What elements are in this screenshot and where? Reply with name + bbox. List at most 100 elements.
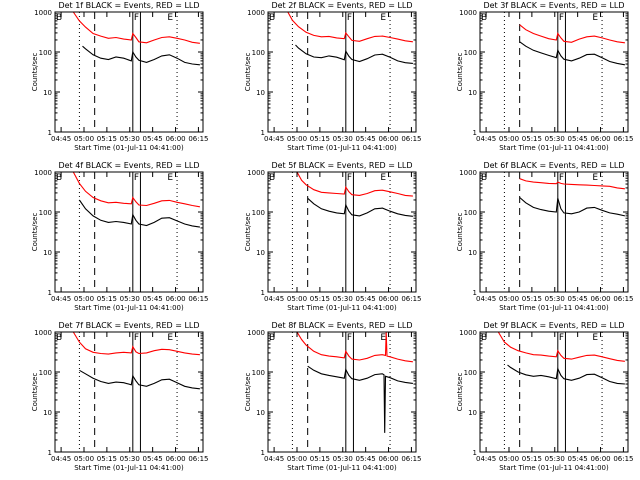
marker-label-b: B xyxy=(269,333,275,343)
x-tick-label: 06:15 xyxy=(188,135,208,143)
x-tick-label: 06:00 xyxy=(165,135,185,143)
x-tick-label: 04:45 xyxy=(476,135,496,143)
y-axis-label: Counts/sec xyxy=(244,373,252,412)
x-tick-label: 05:30 xyxy=(120,135,140,143)
x-tick-label: 05:30 xyxy=(545,135,565,143)
x-tick-label: 05:45 xyxy=(143,295,163,303)
x-tick-label: 05:00 xyxy=(287,455,307,463)
x-tick-label: 05:45 xyxy=(568,455,588,463)
panel-title: Det 4f BLACK = Events, RED = LLD xyxy=(58,161,199,170)
y-tick-label: 1 xyxy=(48,449,52,457)
x-tick-label: 05:00 xyxy=(74,135,94,143)
y-tick-label: 1000 xyxy=(247,329,265,337)
panel-title: Det 3f BLACK = Events, RED = LLD xyxy=(483,1,624,10)
marker-label-e: E xyxy=(380,333,386,343)
series-events-line xyxy=(295,44,413,64)
x-tick-label: 06:15 xyxy=(401,455,421,463)
x-tick-label: 05:15 xyxy=(310,295,330,303)
x-tick-label: 06:00 xyxy=(378,135,398,143)
marker-label-b: B xyxy=(269,13,275,23)
series-lld-line xyxy=(519,178,625,190)
panel-7: Det 7f BLACK = Events, RED = LLD 1 10 100 10… xyxy=(31,321,209,472)
y-tick-label: 100 xyxy=(39,209,52,217)
panel-2: Det 2f BLACK = Events, RED = LLD 1 10 100 10… xyxy=(244,1,422,152)
marker-label-f: F xyxy=(134,173,139,183)
panel-title: Det 2f BLACK = Events, RED = LLD xyxy=(271,1,412,10)
y-axis-label: Counts/sec xyxy=(456,373,464,412)
x-tick-label: 05:30 xyxy=(545,295,565,303)
marker-label-f: F xyxy=(134,13,139,23)
x-tick-label: 04:45 xyxy=(51,135,71,143)
x-axis-label: Start Time (01-Jul-11 04:41:00) xyxy=(74,304,184,312)
y-tick-label: 10 xyxy=(256,249,265,257)
x-tick-label: 05:45 xyxy=(356,295,376,303)
series-events-line xyxy=(82,45,200,66)
panel-6: Det 6f BLACK = Events, RED = LLD 1 10 100 10… xyxy=(456,161,634,312)
y-tick-label: 100 xyxy=(464,209,477,217)
x-tick-label: 06:15 xyxy=(188,295,208,303)
x-tick-label: 05:15 xyxy=(97,135,117,143)
series-events-line xyxy=(78,199,200,228)
x-tick-label: 05:30 xyxy=(333,295,353,303)
y-tick-label: 1 xyxy=(261,449,265,457)
x-tick-label: 05:30 xyxy=(333,455,353,463)
panel-title: Det 6f BLACK = Events, RED = LLD xyxy=(483,161,624,170)
y-tick-label: 1 xyxy=(48,289,52,297)
x-tick-label: 04:45 xyxy=(476,295,496,303)
marker-label-b: B xyxy=(481,173,487,183)
x-tick-label: 06:00 xyxy=(590,455,610,463)
x-axis-label: Start Time (01-Jul-11 04:41:00) xyxy=(499,144,609,152)
x-tick-label: 05:00 xyxy=(499,295,519,303)
x-tick-label: 05:15 xyxy=(522,295,542,303)
plot-frame xyxy=(479,331,629,453)
x-axis-label: Start Time (01-Jul-11 04:41:00) xyxy=(499,464,609,472)
x-tick-label: 06:00 xyxy=(378,455,398,463)
marker-label-f: F xyxy=(347,13,352,23)
x-axis-label: Start Time (01-Jul-11 04:41:00) xyxy=(287,304,397,312)
x-tick-label: 05:00 xyxy=(287,295,307,303)
x-tick-label: 04:45 xyxy=(264,455,284,463)
marker-label-e: E xyxy=(167,13,173,23)
series-events-line xyxy=(507,364,625,385)
y-tick-label: 100 xyxy=(464,369,477,377)
x-tick-label: 06:15 xyxy=(401,135,421,143)
marker-label-b: B xyxy=(269,173,275,183)
y-axis-label: Counts/sec xyxy=(31,213,39,252)
marker-label-e: E xyxy=(167,333,173,343)
series-lld-line xyxy=(296,171,413,197)
series-events-line xyxy=(519,197,626,217)
marker-label-b: B xyxy=(481,333,487,343)
marker-label-b: B xyxy=(56,173,62,183)
x-axis-label: Start Time (01-Jul-11 04:41:00) xyxy=(287,144,397,152)
y-tick-label: 1000 xyxy=(34,169,52,177)
panel-title: Det 1f BLACK = Events, RED = LLD xyxy=(58,1,199,10)
x-tick-label: 05:30 xyxy=(120,455,140,463)
x-tick-label: 06:15 xyxy=(188,455,208,463)
y-tick-label: 1 xyxy=(48,129,52,137)
marker-label-e: E xyxy=(592,173,598,183)
y-tick-label: 1 xyxy=(473,289,477,297)
series-events-line xyxy=(519,41,625,66)
x-tick-label: 04:45 xyxy=(476,455,496,463)
x-tick-label: 05:45 xyxy=(568,295,588,303)
y-axis-label: Counts/sec xyxy=(244,213,252,252)
plot-frame xyxy=(267,11,417,133)
y-tick-label: 100 xyxy=(252,49,265,57)
x-tick-label: 04:45 xyxy=(264,295,284,303)
x-tick-label: 04:45 xyxy=(264,135,284,143)
plot-frame xyxy=(479,11,629,133)
y-tick-label: 10 xyxy=(256,409,265,417)
x-tick-label: 06:15 xyxy=(613,295,633,303)
y-axis-label: Counts/sec xyxy=(31,53,39,92)
x-tick-label: 06:00 xyxy=(590,295,610,303)
x-tick-label: 05:00 xyxy=(499,135,519,143)
plot-frame xyxy=(267,171,417,293)
series-lld-line xyxy=(296,331,413,363)
x-axis-label: Start Time (01-Jul-11 04:41:00) xyxy=(287,464,397,472)
y-tick-label: 1000 xyxy=(34,329,52,337)
y-tick-label: 10 xyxy=(43,89,52,97)
y-tick-label: 1 xyxy=(261,129,265,137)
y-tick-label: 10 xyxy=(468,409,477,417)
y-tick-label: 100 xyxy=(464,49,477,57)
y-tick-label: 10 xyxy=(468,249,477,257)
